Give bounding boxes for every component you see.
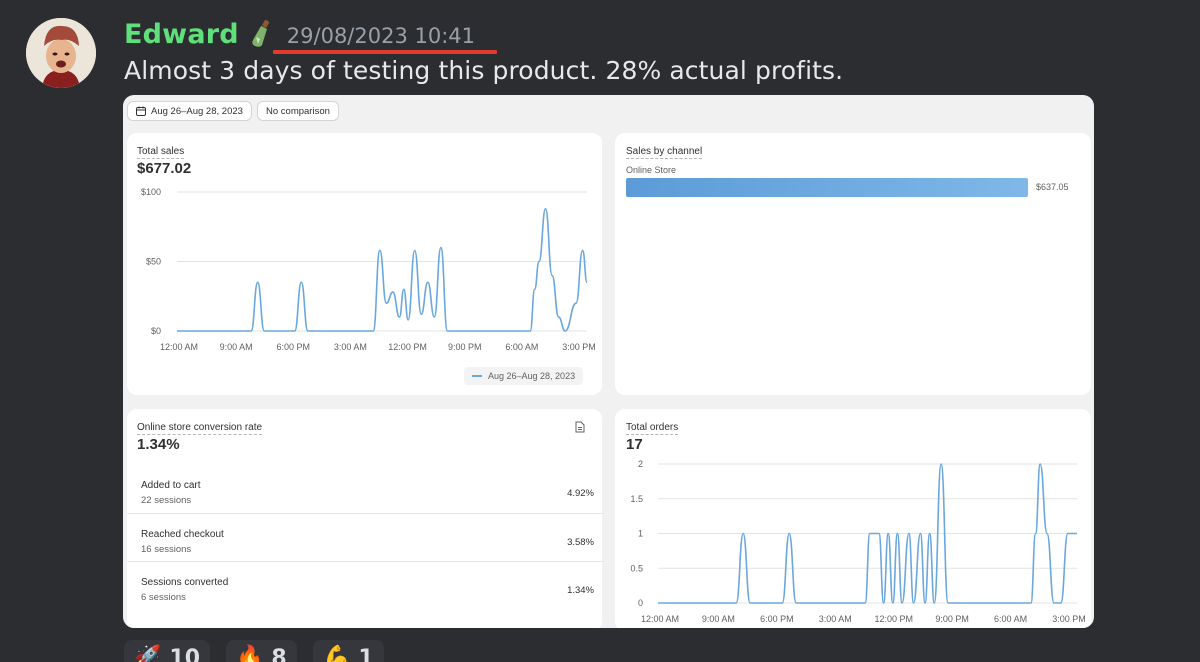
document-icon[interactable] bbox=[575, 421, 585, 433]
reaction-count: 1 bbox=[358, 645, 374, 662]
reaction-muscle[interactable]: 💪 1 bbox=[313, 640, 384, 662]
x-tick-label: 3:00 PM bbox=[562, 342, 596, 352]
conversion-title[interactable]: Online store conversion rate bbox=[137, 422, 263, 435]
row-sessions: 6 sessions bbox=[141, 592, 186, 603]
x-tick-label: 3:00 AM bbox=[334, 342, 367, 352]
reaction-fire[interactable]: 🔥 8 bbox=[226, 640, 297, 662]
total-sales-title[interactable]: Total sales bbox=[137, 146, 185, 159]
rocket-icon: 🚀 bbox=[134, 645, 162, 662]
x-tick-label: 3:00 PM bbox=[1052, 614, 1086, 624]
x-tick-label: 12:00 PM bbox=[388, 342, 427, 352]
row-sessions: 22 sessions bbox=[141, 495, 192, 506]
sales-by-channel-card: Sales by channel Online Store $637.05 bbox=[615, 133, 1091, 395]
fire-icon: 🔥 bbox=[236, 645, 264, 662]
x-tick-label: 12:00 AM bbox=[160, 342, 198, 352]
conversion-rate-card: Online store conversion rate 1.34% Added… bbox=[127, 409, 604, 628]
row-percent: 3.58% bbox=[567, 537, 594, 548]
reaction-rocket[interactable]: 🚀 10 bbox=[124, 640, 211, 662]
reaction-count: 8 bbox=[271, 645, 287, 662]
y-tick-label: 1 bbox=[638, 529, 643, 539]
total-orders-card: Total orders 17 2 1.5 1 0.5 0 12:00 AM 9:00 AM… bbox=[615, 409, 1091, 628]
x-tick-label: 9:00 AM bbox=[702, 614, 735, 624]
row-percent: 4.92% bbox=[567, 488, 594, 499]
x-tick-label: 6:00 PM bbox=[760, 614, 794, 624]
comparison-button[interactable]: No comparison bbox=[257, 101, 339, 121]
channel-label: Online Store bbox=[626, 165, 677, 175]
reaction-count: 10 bbox=[169, 645, 201, 662]
x-tick-label: 12:00 AM bbox=[641, 614, 679, 624]
conversion-value: 1.34% bbox=[137, 436, 180, 453]
x-tick-label: 9:00 PM bbox=[935, 614, 969, 624]
y-tick-label: $0 bbox=[151, 326, 161, 336]
comparison-label: No comparison bbox=[266, 105, 330, 117]
conversion-row: Sessions converted 6 sessions 1.34% bbox=[127, 561, 604, 609]
total-sales-value: $677.02 bbox=[137, 160, 192, 177]
row-label: Sessions converted bbox=[141, 577, 229, 588]
chart-legend: Aug 26–Aug 28, 2023 bbox=[464, 367, 584, 385]
y-tick-label: $50 bbox=[146, 257, 161, 267]
avatar[interactable] bbox=[26, 18, 96, 88]
x-tick-label: 9:00 PM bbox=[448, 342, 482, 352]
message-text: Almost 3 days of testing this product. 2… bbox=[124, 56, 844, 85]
total-sales-chart: $100 $50 $0 12:00 AM 9:00 AM 6:00 PM 3:00 AM 12… bbox=[141, 187, 596, 352]
x-tick-label: 6:00 AM bbox=[505, 342, 538, 352]
legend-swatch bbox=[472, 375, 482, 377]
channel-amount: $637.05 bbox=[1036, 182, 1069, 192]
row-label: Added to cart bbox=[141, 480, 201, 491]
total-orders-title[interactable]: Total orders bbox=[626, 422, 679, 435]
message-timestamp: 29/08/2023 10:41 bbox=[272, 20, 498, 54]
username[interactable]: Edward bbox=[124, 18, 239, 50]
series-line[interactable] bbox=[177, 207, 588, 332]
dashboard-screenshot: Aug 26–Aug 28, 2023 No comparison Total … bbox=[123, 95, 1094, 628]
x-tick-label: 12:00 PM bbox=[874, 614, 913, 624]
total-orders-chart: 2 1.5 1 0.5 0 12:00 AM 9:00 AM 6:00 PM 3:00 AM 12… bbox=[630, 459, 1086, 624]
y-tick-label: 2 bbox=[638, 459, 643, 469]
channel-bar[interactable] bbox=[626, 178, 1028, 197]
row-label: Reached checkout bbox=[141, 529, 224, 540]
total-orders-value: 17 bbox=[626, 436, 643, 453]
bottle-icon bbox=[252, 19, 270, 47]
x-tick-label: 9:00 AM bbox=[220, 342, 253, 352]
series-line[interactable] bbox=[657, 463, 1077, 604]
date-range-label: Aug 26–Aug 28, 2023 bbox=[151, 105, 243, 117]
sales-by-channel-title[interactable]: Sales by channel bbox=[626, 146, 703, 159]
calendar-icon bbox=[136, 106, 146, 116]
date-range-button[interactable]: Aug 26–Aug 28, 2023 bbox=[127, 101, 252, 121]
y-tick-label: $100 bbox=[141, 187, 161, 197]
conversion-row: Added to cart 22 sessions 4.92% bbox=[127, 465, 604, 513]
y-tick-label: 0 bbox=[638, 598, 643, 608]
x-tick-label: 6:00 AM bbox=[994, 614, 1027, 624]
total-sales-card: Total sales $677.02 $100 $50 $0 12:00 AM 9:0… bbox=[127, 133, 602, 395]
legend-label: Aug 26–Aug 28, 2023 bbox=[488, 371, 576, 381]
x-tick-label: 6:00 PM bbox=[277, 342, 311, 352]
y-tick-label: 1.5 bbox=[630, 494, 643, 504]
muscle-icon: 💪 bbox=[323, 645, 351, 662]
conversion-row: Reached checkout 16 sessions 3.58% bbox=[127, 513, 604, 561]
y-tick-label: 0.5 bbox=[630, 563, 643, 573]
row-percent: 1.34% bbox=[567, 585, 594, 596]
red-underline bbox=[272, 50, 498, 54]
row-sessions: 16 sessions bbox=[141, 544, 192, 555]
x-tick-label: 3:00 AM bbox=[819, 614, 852, 624]
